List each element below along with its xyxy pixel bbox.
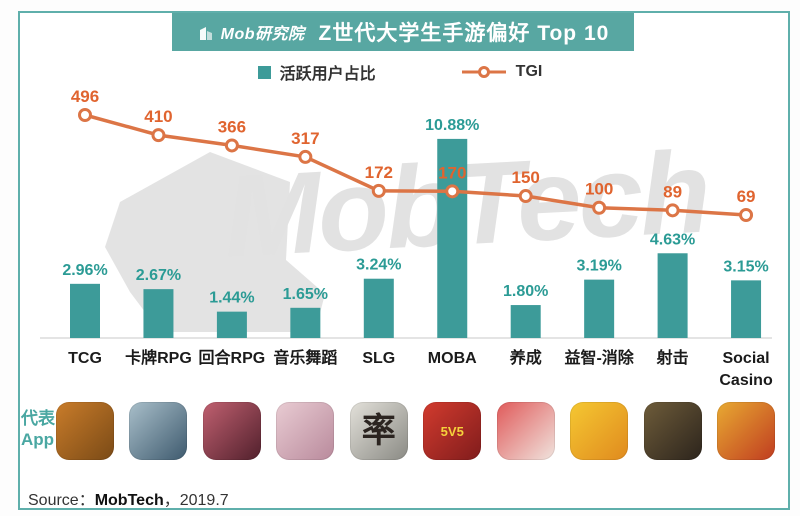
page-title: Z世代大学生手游偏好 Top 10 xyxy=(318,22,610,45)
tgi-marker-7 xyxy=(592,200,607,215)
source-name: MobTech xyxy=(94,492,164,509)
tgi-value-label-6: 150 xyxy=(512,168,540,187)
tgi-value-label-4: 172 xyxy=(365,163,393,182)
tgi-value-label-3: 317 xyxy=(291,129,319,148)
tgi-value-label-9: 69 xyxy=(737,187,756,206)
x-label-4: SLG xyxy=(362,350,395,367)
tgi-line-icon xyxy=(461,66,506,78)
representative-apps-label: 代表 App xyxy=(21,409,55,450)
bar-value-label-9: 3.15% xyxy=(723,258,768,275)
bar-7 xyxy=(584,279,615,338)
music-dance-app-icon xyxy=(276,402,335,460)
mob-logo: Mob研究院 xyxy=(197,20,305,44)
bar-8 xyxy=(657,253,688,338)
tcg-app-icon xyxy=(56,402,114,460)
tgi-marker-3 xyxy=(298,149,313,164)
tgi-marker-4 xyxy=(371,183,386,198)
legend-bar-label: 活跃用户占比 xyxy=(279,66,376,83)
tgi-value-label-8: 89 xyxy=(663,182,682,201)
bar-9 xyxy=(731,280,762,338)
tgi-line xyxy=(84,113,747,217)
legend-item-bar: 活跃用户占比 xyxy=(257,60,376,84)
tgi-value-label-1: 410 xyxy=(144,107,172,126)
turn-rpg-app-icon xyxy=(202,402,261,460)
moba-app-icon-glyph: 5V5 xyxy=(440,423,464,439)
slg-app-icon-glyph: 率 xyxy=(361,412,396,450)
bar-value-label-4: 3.24% xyxy=(356,257,401,274)
bar-value-label-7: 3.19% xyxy=(576,258,621,275)
x-label-6: 养成 xyxy=(509,348,542,367)
tgi-marker-6 xyxy=(518,189,533,204)
bar-3 xyxy=(290,307,321,338)
tgi-marker-9 xyxy=(739,208,754,222)
social-casino-app-icon xyxy=(717,402,776,460)
x-label-7: 益智-消除 xyxy=(564,348,634,367)
x-label-0: TCG xyxy=(68,350,102,367)
bar-value-label-1: 2.67% xyxy=(136,267,181,284)
tgi-value-label-7: 100 xyxy=(585,180,613,199)
slg-app-icon: 率 xyxy=(349,402,408,460)
tgi-marker-1 xyxy=(151,128,166,143)
x-label-3: 音乐舞蹈 xyxy=(273,348,337,367)
header-banner: Mob研究院 Z世代大学生手游偏好 Top 10 xyxy=(172,13,634,51)
tgi-value-label-0: 496 xyxy=(71,87,99,106)
source-prefix: Source： xyxy=(28,492,95,509)
tgi-value-label-5: 170 xyxy=(438,163,466,182)
moba-app-icon: 5V5 xyxy=(423,402,482,460)
puzzle-match-app-icon xyxy=(570,402,629,460)
bar-value-label-0: 2.96% xyxy=(62,262,107,279)
romance-sim-app-icon xyxy=(496,402,555,460)
bar-value-label-2: 1.44% xyxy=(209,290,254,307)
tgi-marker-2 xyxy=(224,138,239,153)
shooter-app-icon xyxy=(643,402,702,460)
bar-5 xyxy=(437,138,468,338)
tgi-marker-0 xyxy=(78,108,92,122)
card-rpg-app-icon xyxy=(129,402,188,460)
x-label-1: 卡牌RPG xyxy=(125,348,192,367)
legend-line-label: TGI xyxy=(515,63,543,80)
legend-item-line: TGI xyxy=(461,63,543,81)
mob-logo-text: Mob研究院 xyxy=(220,26,305,43)
x-label-9: Social Casino xyxy=(719,350,773,389)
tgi-marker-8 xyxy=(665,203,680,218)
bar-6 xyxy=(510,305,541,338)
watermark-blob-shape xyxy=(105,152,325,332)
bar-1 xyxy=(143,289,174,338)
bar-value-label-3: 1.65% xyxy=(283,286,328,303)
x-label-2: 回合RPG xyxy=(199,348,266,367)
x-label-5: MOBA xyxy=(428,350,477,367)
bar-value-label-8: 4.63% xyxy=(650,231,695,248)
bar-2 xyxy=(216,311,247,338)
mob-building-icon xyxy=(199,26,212,40)
bar-value-label-6: 1.80% xyxy=(503,283,548,300)
source-suffix: ，2019.7 xyxy=(163,492,229,509)
bar-0 xyxy=(70,283,100,338)
chart-legend: 活跃用户占比 TGI xyxy=(0,60,800,84)
bar-value-label-5: 10.88% xyxy=(425,117,479,134)
bar-4 xyxy=(363,278,394,338)
x-label-8: 射击 xyxy=(656,348,689,367)
tgi-value-label-2: 366 xyxy=(218,117,246,136)
bar-swatch-icon xyxy=(257,65,271,79)
tgi-marker-5 xyxy=(445,184,460,199)
source-line: Source：MobTech，2019.7 xyxy=(28,486,229,510)
